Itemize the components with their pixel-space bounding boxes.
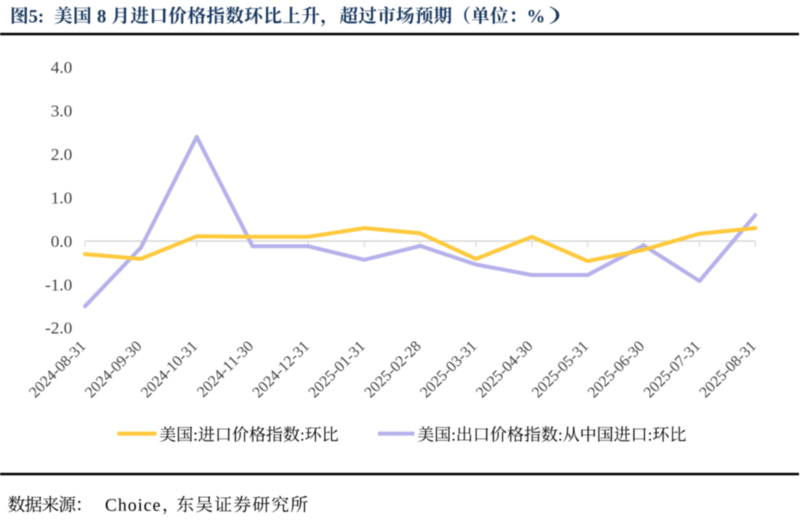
svg-text:4.0: 4.0 [51, 58, 73, 77]
svg-text:0.0: 0.0 [51, 232, 73, 251]
svg-text:-1.0: -1.0 [45, 275, 72, 294]
svg-text:-2.0: -2.0 [45, 319, 72, 338]
svg-text:3.0: 3.0 [51, 102, 73, 121]
svg-text:1.0: 1.0 [51, 189, 73, 208]
svg-text:2.0: 2.0 [51, 145, 73, 164]
